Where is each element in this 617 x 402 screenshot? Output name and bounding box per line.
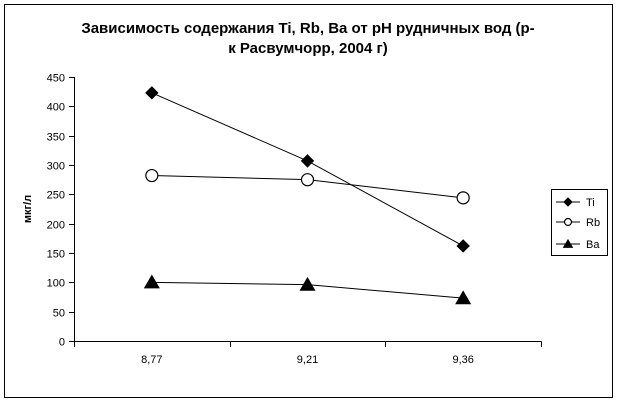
y-tick-label: 50: [53, 308, 65, 320]
y-tick-label: 350: [47, 132, 65, 144]
data-point-ti: [300, 154, 315, 168]
chart-title-line-2: к Расвумчорр, 2004 г): [228, 40, 388, 57]
legend-marker-ti: [563, 197, 573, 207]
data-point-rb: [145, 168, 159, 183]
data-point-ti: [456, 239, 470, 253]
y-tick-label: 100: [47, 278, 65, 290]
data-point-ba: [299, 276, 316, 291]
legend: Ti Rb Ba: [556, 197, 600, 251]
x-tick-label: 9,36: [452, 354, 473, 366]
data-point-ti: [145, 86, 159, 100]
y-tick-label: 200: [47, 220, 65, 232]
chart-title-line-1: Зависимость содержания Ti, Rb, Ba от pH …: [81, 20, 534, 37]
y-tick-label: 250: [47, 190, 65, 202]
y-tick-label: 150: [47, 249, 65, 261]
y-tick-label: 450: [47, 73, 65, 85]
legend-label-ba: Ba: [586, 239, 600, 251]
y-tick-label: 0: [59, 337, 65, 349]
x-tick-label: 8,77: [141, 354, 162, 366]
series-group: [143, 86, 472, 305]
data-point-rb: [300, 173, 315, 187]
data-point-ba: [455, 290, 472, 305]
legend-marker-ba: [562, 238, 574, 248]
legend-marker-rb: [563, 217, 573, 227]
y-tick-label: 300: [47, 161, 65, 173]
legend-label-rb: Rb: [586, 217, 600, 229]
data-point-rb: [456, 191, 470, 205]
legend-label-ti: Ti: [586, 197, 595, 209]
data-point-ba: [143, 274, 160, 289]
axes: 0 50 100 150 200 250 300 350 400 450 8,77 9,21 9,36: [47, 73, 542, 366]
chart-border: [4, 4, 613, 398]
y-tick-label: 400: [47, 102, 65, 114]
x-tick-label: 9,21: [297, 354, 318, 366]
y-axis-title: мкг/л: [22, 195, 34, 223]
